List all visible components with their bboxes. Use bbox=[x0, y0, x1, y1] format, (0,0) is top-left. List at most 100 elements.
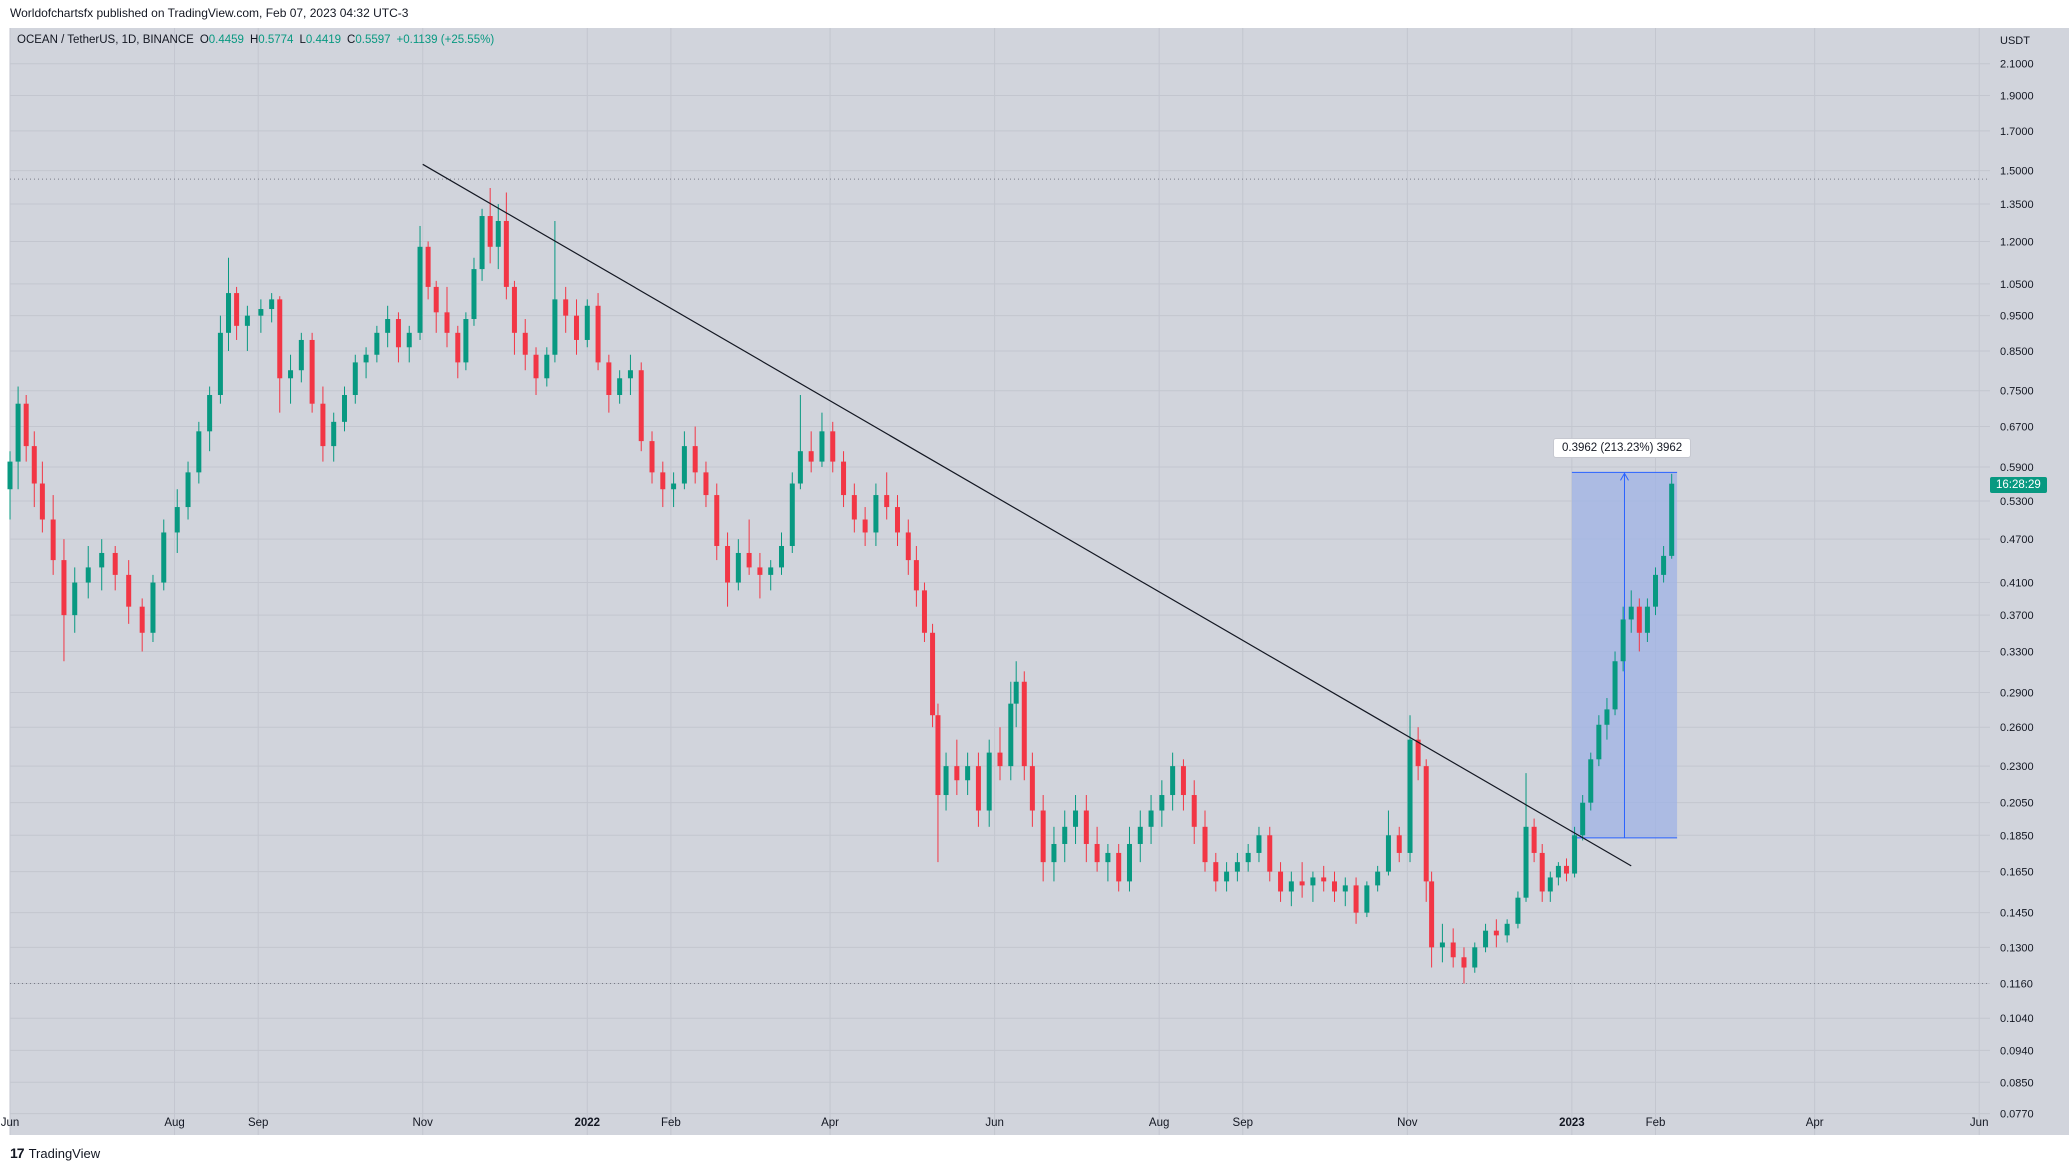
close-label: C bbox=[347, 34, 356, 46]
candle-body bbox=[139, 606, 145, 633]
y-tick-label: 1.2000 bbox=[2000, 236, 2034, 248]
price-axis[interactable]: 2.1000 1.9000 1.7000 1.5000 1.3500 1.2000 1.05… bbox=[2000, 59, 2034, 1121]
open-label: O bbox=[199, 34, 209, 46]
candle-body bbox=[1472, 947, 1478, 968]
candle-body bbox=[471, 269, 477, 320]
y-tick-label: 0.0770 bbox=[2000, 1109, 2034, 1121]
candle-body bbox=[1353, 885, 1359, 913]
candle-body bbox=[495, 220, 501, 247]
candle-body bbox=[85, 567, 91, 583]
candle-body bbox=[112, 552, 118, 575]
footer: 17 TradingView bbox=[10, 1145, 100, 1161]
candle-body bbox=[363, 354, 369, 363]
candle-body bbox=[638, 370, 644, 442]
candle-body bbox=[1563, 865, 1569, 874]
y-tick-label: 0.9500 bbox=[2000, 311, 2034, 323]
candle-body bbox=[1504, 923, 1510, 936]
y-tick-label: 1.9000 bbox=[2000, 91, 2034, 103]
y-tick-label: 0.1040 bbox=[2000, 1013, 2034, 1025]
candle-body bbox=[905, 532, 911, 561]
change-value: +0.1139 (+25.55%) bbox=[396, 34, 495, 46]
candle-body bbox=[930, 632, 936, 716]
x-tick-label: Feb bbox=[1646, 1117, 1666, 1129]
published-header: Worldofchartsfx published on TradingView… bbox=[10, 6, 409, 20]
y-tick-label: 2.1000 bbox=[2000, 59, 2034, 71]
candle-body bbox=[935, 715, 941, 796]
candle-body bbox=[1234, 862, 1240, 872]
candle-body bbox=[1555, 865, 1561, 878]
x-tick-label: Jun bbox=[1970, 1117, 1989, 1129]
candle-body bbox=[1137, 826, 1143, 844]
y-tick-label: 0.2300 bbox=[2000, 761, 2034, 773]
candle-body bbox=[1170, 766, 1176, 796]
x-tick-label: Apr bbox=[1806, 1117, 1824, 1129]
y-tick-label: 1.3500 bbox=[2000, 199, 2034, 211]
y-tick-label: 1.5000 bbox=[2000, 166, 2034, 178]
candle-body bbox=[23, 403, 29, 447]
measure-label[interactable]: 0.3962 (213.23%) 3962 bbox=[1553, 438, 1692, 458]
candle-body bbox=[671, 483, 677, 490]
candle-body bbox=[725, 545, 731, 583]
candle-body bbox=[417, 246, 423, 333]
x-tick-label: Apr bbox=[821, 1117, 839, 1129]
candle-body bbox=[207, 394, 213, 432]
candle-body bbox=[244, 315, 250, 326]
candle-body bbox=[714, 495, 720, 546]
trendline-layer[interactable] bbox=[422, 163, 1632, 867]
y-tick-label: 0.1300 bbox=[2000, 942, 2034, 954]
x-tick-label: Nov bbox=[412, 1117, 433, 1129]
candle-body bbox=[660, 472, 666, 490]
candle-body bbox=[1572, 835, 1578, 874]
candle-body bbox=[975, 766, 981, 811]
candle-body bbox=[522, 332, 528, 355]
x-tick-label: Aug bbox=[1149, 1117, 1169, 1129]
candle-body bbox=[385, 319, 391, 333]
candle-body bbox=[352, 362, 358, 395]
candle-body bbox=[444, 312, 450, 333]
candle-body bbox=[1539, 852, 1545, 892]
x-tick-label: Jun bbox=[985, 1117, 1004, 1129]
currency-label: USDT bbox=[2000, 35, 2030, 47]
candle-body bbox=[617, 378, 623, 395]
candle-body bbox=[841, 461, 847, 496]
candle-body bbox=[1612, 661, 1618, 710]
candle-body bbox=[277, 299, 283, 379]
candle-body bbox=[1364, 885, 1370, 913]
candle-body bbox=[341, 394, 347, 422]
candle-body bbox=[1483, 930, 1489, 948]
price-axis-background bbox=[1990, 28, 2069, 1135]
candle-body bbox=[1310, 877, 1316, 886]
measure-arrow-head bbox=[1620, 472, 1629, 481]
candle-body bbox=[320, 403, 326, 447]
y-tick-label: 0.4700 bbox=[2000, 534, 2034, 546]
y-tick-label: 1.0500 bbox=[2000, 279, 2034, 291]
y-tick-label: 0.0850 bbox=[2000, 1077, 2034, 1089]
candle-body bbox=[1423, 766, 1429, 882]
y-tick-label: 0.2900 bbox=[2000, 688, 2034, 700]
candle-body bbox=[1604, 709, 1610, 725]
symbol-info: OCEAN / TetherUS, 1D, BINANCE O0.4459 H0… bbox=[17, 34, 494, 46]
candle-body bbox=[997, 752, 1003, 767]
candle-body bbox=[1288, 881, 1294, 892]
candle-body bbox=[1245, 852, 1251, 863]
candle-body bbox=[1653, 574, 1659, 607]
low-value: 0.4419 bbox=[305, 34, 342, 46]
candle-body bbox=[954, 766, 960, 781]
candle-body bbox=[174, 507, 180, 533]
candle-body bbox=[1083, 810, 1089, 844]
candle-body bbox=[511, 286, 517, 333]
y-tick-label: 0.6700 bbox=[2000, 422, 2034, 434]
candle-body bbox=[7, 461, 13, 490]
candle-body bbox=[1191, 795, 1197, 827]
close-value: 0.5597 bbox=[355, 34, 391, 46]
candle-body bbox=[584, 305, 590, 340]
x-tick-label: Feb bbox=[661, 1117, 681, 1129]
candle-body bbox=[217, 332, 223, 395]
candle-body bbox=[894, 507, 900, 533]
candle-body bbox=[1116, 852, 1122, 882]
candle-body bbox=[1450, 942, 1456, 958]
candle-body bbox=[31, 446, 37, 484]
candle-body bbox=[487, 216, 493, 247]
time-axis[interactable]: Jun Aug Sep Nov 2022 Feb Apr Jun Aug Sep Nov 2023 Fe… bbox=[1, 1117, 1989, 1129]
